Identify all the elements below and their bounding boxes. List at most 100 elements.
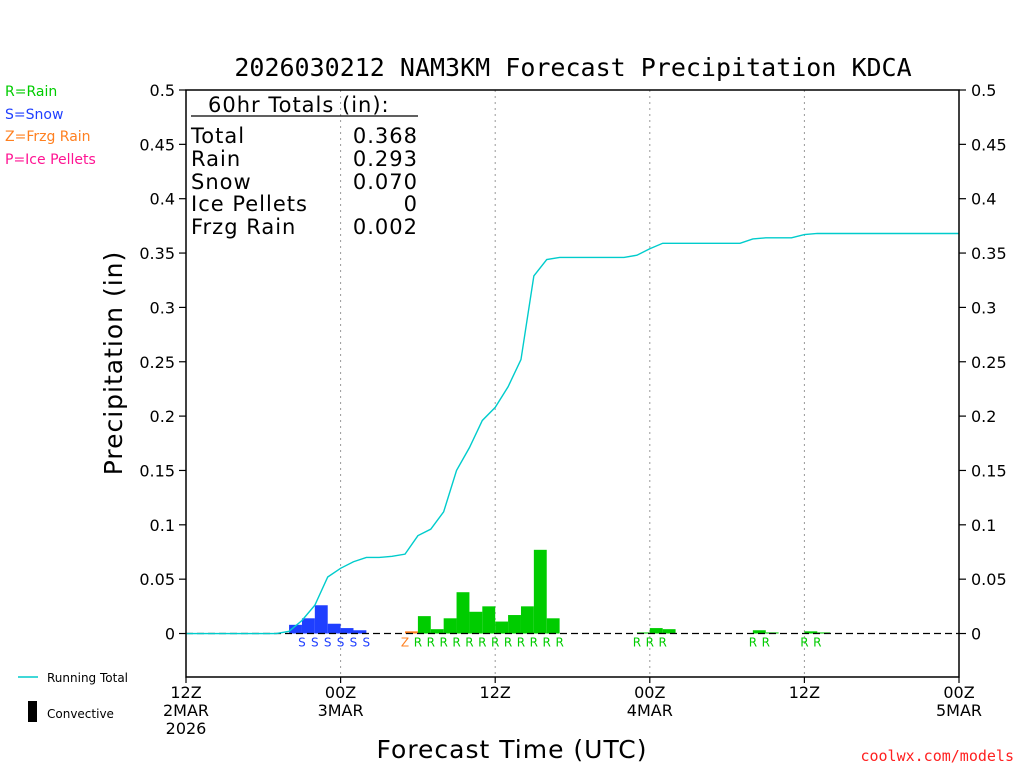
grid-layer — [340, 90, 805, 677]
precip-type-letter: R — [555, 636, 563, 650]
x-tick-label: 2026 — [166, 719, 207, 738]
precip-bar — [804, 631, 818, 634]
precip-type-letter: R — [749, 636, 757, 650]
y-tick-label-left: 0.1 — [150, 516, 175, 535]
y-tick-label-right: 0 — [971, 625, 981, 644]
left-y-axis: 0 0.05 0.1 0.15 0.2 0.25 0.3 0.35 0.4 0.45 0.5 — [139, 81, 186, 644]
totals-value-total: 0.368 — [353, 124, 418, 148]
totals-value-ice: 0 — [404, 192, 418, 216]
precip-bar — [314, 605, 328, 634]
running-total-legend-label: Running Total — [47, 671, 128, 685]
precip-bar — [533, 549, 547, 634]
x-tick-label: 00Z — [943, 683, 974, 702]
precip-type-letter: R — [414, 636, 422, 650]
y-tick-label-left: 0.3 — [150, 298, 175, 317]
precip-bar — [508, 615, 521, 634]
precip-type-letter: R — [659, 636, 667, 650]
type-legend-frzg: Z=Frzg Rain — [5, 129, 91, 145]
y-tick-label-left: 0.4 — [150, 190, 175, 209]
totals-label-frzg: Frzg Rain — [191, 215, 296, 239]
precip-type-letter: R — [813, 636, 821, 650]
totals-label-rain: Rain — [191, 147, 241, 171]
precip-type-letter: R — [478, 636, 486, 650]
precip-type-letter: R — [427, 636, 435, 650]
y-tick-label-right: 0.35 — [971, 244, 1007, 263]
precip-type-letter: R — [800, 636, 808, 650]
x-tick-label: 4MAR — [627, 701, 673, 720]
x-tick-label: 00Z — [634, 683, 665, 702]
precip-type-letter: R — [543, 636, 551, 650]
precip-type-letter: R — [530, 636, 538, 650]
credit-text: coolwx.com/models — [860, 747, 1014, 765]
y-tick-label-right: 0.1 — [971, 516, 996, 535]
precip-type-letter: S — [324, 636, 332, 650]
precip-type-letter: R — [504, 636, 512, 650]
precip-type-letter: R — [439, 636, 447, 650]
y-tick-label-left: 0.35 — [139, 244, 175, 263]
chart-title: 2026030212 NAM3KM Forecast Precipitation… — [234, 53, 911, 82]
precip-type-letter: R — [452, 636, 460, 650]
plot-frame — [185, 89, 960, 678]
precip-type-letter: R — [517, 636, 525, 650]
precip-bar — [289, 624, 302, 634]
precip-type-letter: S — [363, 636, 371, 650]
x-tick-label: 12Z — [480, 683, 511, 702]
totals-box: 60hr Totals (in): Total 0.368 Rain 0.293… — [190, 93, 418, 239]
y-axis-label: Precipitation (in) — [99, 251, 128, 476]
precip-type-letter: S — [337, 636, 345, 650]
precip-bar — [353, 630, 367, 634]
running-total-line — [186, 232, 959, 635]
x-tick-label: 12Z — [789, 683, 820, 702]
precip-bar — [327, 623, 341, 634]
precip-bar — [817, 632, 831, 634]
precip-bar — [520, 606, 534, 634]
precip-bar — [405, 631, 418, 634]
y-tick-label-right: 0.5 — [971, 81, 996, 100]
totals-value-frzg: 0.002 — [353, 215, 418, 239]
totals-header: 60hr Totals (in): — [208, 93, 390, 117]
type-legend: R=Rain S=Snow Z=Frzg Rain P=Ice Pellets — [5, 84, 96, 168]
precip-bar — [495, 621, 509, 634]
type-legend-ice: P=Ice Pellets — [5, 152, 96, 168]
y-tick-label-left: 0 — [165, 625, 175, 644]
precip-type-letter: S — [350, 636, 358, 650]
precip-bar — [301, 618, 315, 634]
totals-label-total: Total — [190, 124, 245, 148]
x-tick-label: 2MAR — [163, 701, 209, 720]
precip-type-letter: R — [633, 636, 641, 650]
totals-value-snow: 0.070 — [353, 170, 418, 194]
precip-bar — [443, 618, 457, 634]
precip-bar — [649, 628, 663, 634]
right-y-axis: 0 0.05 0.1 0.15 0.2 0.25 0.3 0.35 0.4 0.45 0.5 — [959, 81, 1007, 644]
precip-type-letter: S — [311, 636, 319, 650]
y-tick-label-right: 0.25 — [971, 353, 1007, 372]
precip-bar — [662, 629, 676, 634]
y-tick-label-left: 0.45 — [139, 135, 175, 154]
y-tick-label-right: 0.3 — [971, 298, 996, 317]
totals-value-rain: 0.293 — [353, 147, 418, 171]
bars-layer — [289, 549, 831, 634]
precip-bar — [417, 616, 431, 634]
precip-type-letter: S — [298, 636, 306, 650]
x-tick-label: 00Z — [325, 683, 356, 702]
precip-bar — [482, 606, 496, 634]
bottom-legend: Running Total Convective — [18, 671, 128, 722]
precip-bar — [469, 611, 483, 634]
x-axis-label: Forecast Time (UTC) — [377, 735, 648, 764]
precip-bar — [546, 618, 560, 634]
y-tick-label-right: 0.15 — [971, 461, 1007, 480]
precip-type-letter: Z — [401, 636, 409, 650]
y-tick-label-left: 0.25 — [139, 353, 175, 372]
y-tick-label-right: 0.4 — [971, 190, 996, 209]
convective-swatch — [28, 701, 37, 722]
precip-bar — [340, 628, 354, 634]
y-tick-label-right: 0.45 — [971, 135, 1007, 154]
convective-legend-label: Convective — [47, 707, 114, 721]
type-legend-snow: S=Snow — [5, 107, 63, 123]
y-tick-label-left: 0.05 — [139, 570, 175, 589]
precip-bar — [430, 629, 444, 634]
precip-bar — [752, 630, 766, 634]
totals-label-ice: Ice Pellets — [191, 192, 308, 216]
